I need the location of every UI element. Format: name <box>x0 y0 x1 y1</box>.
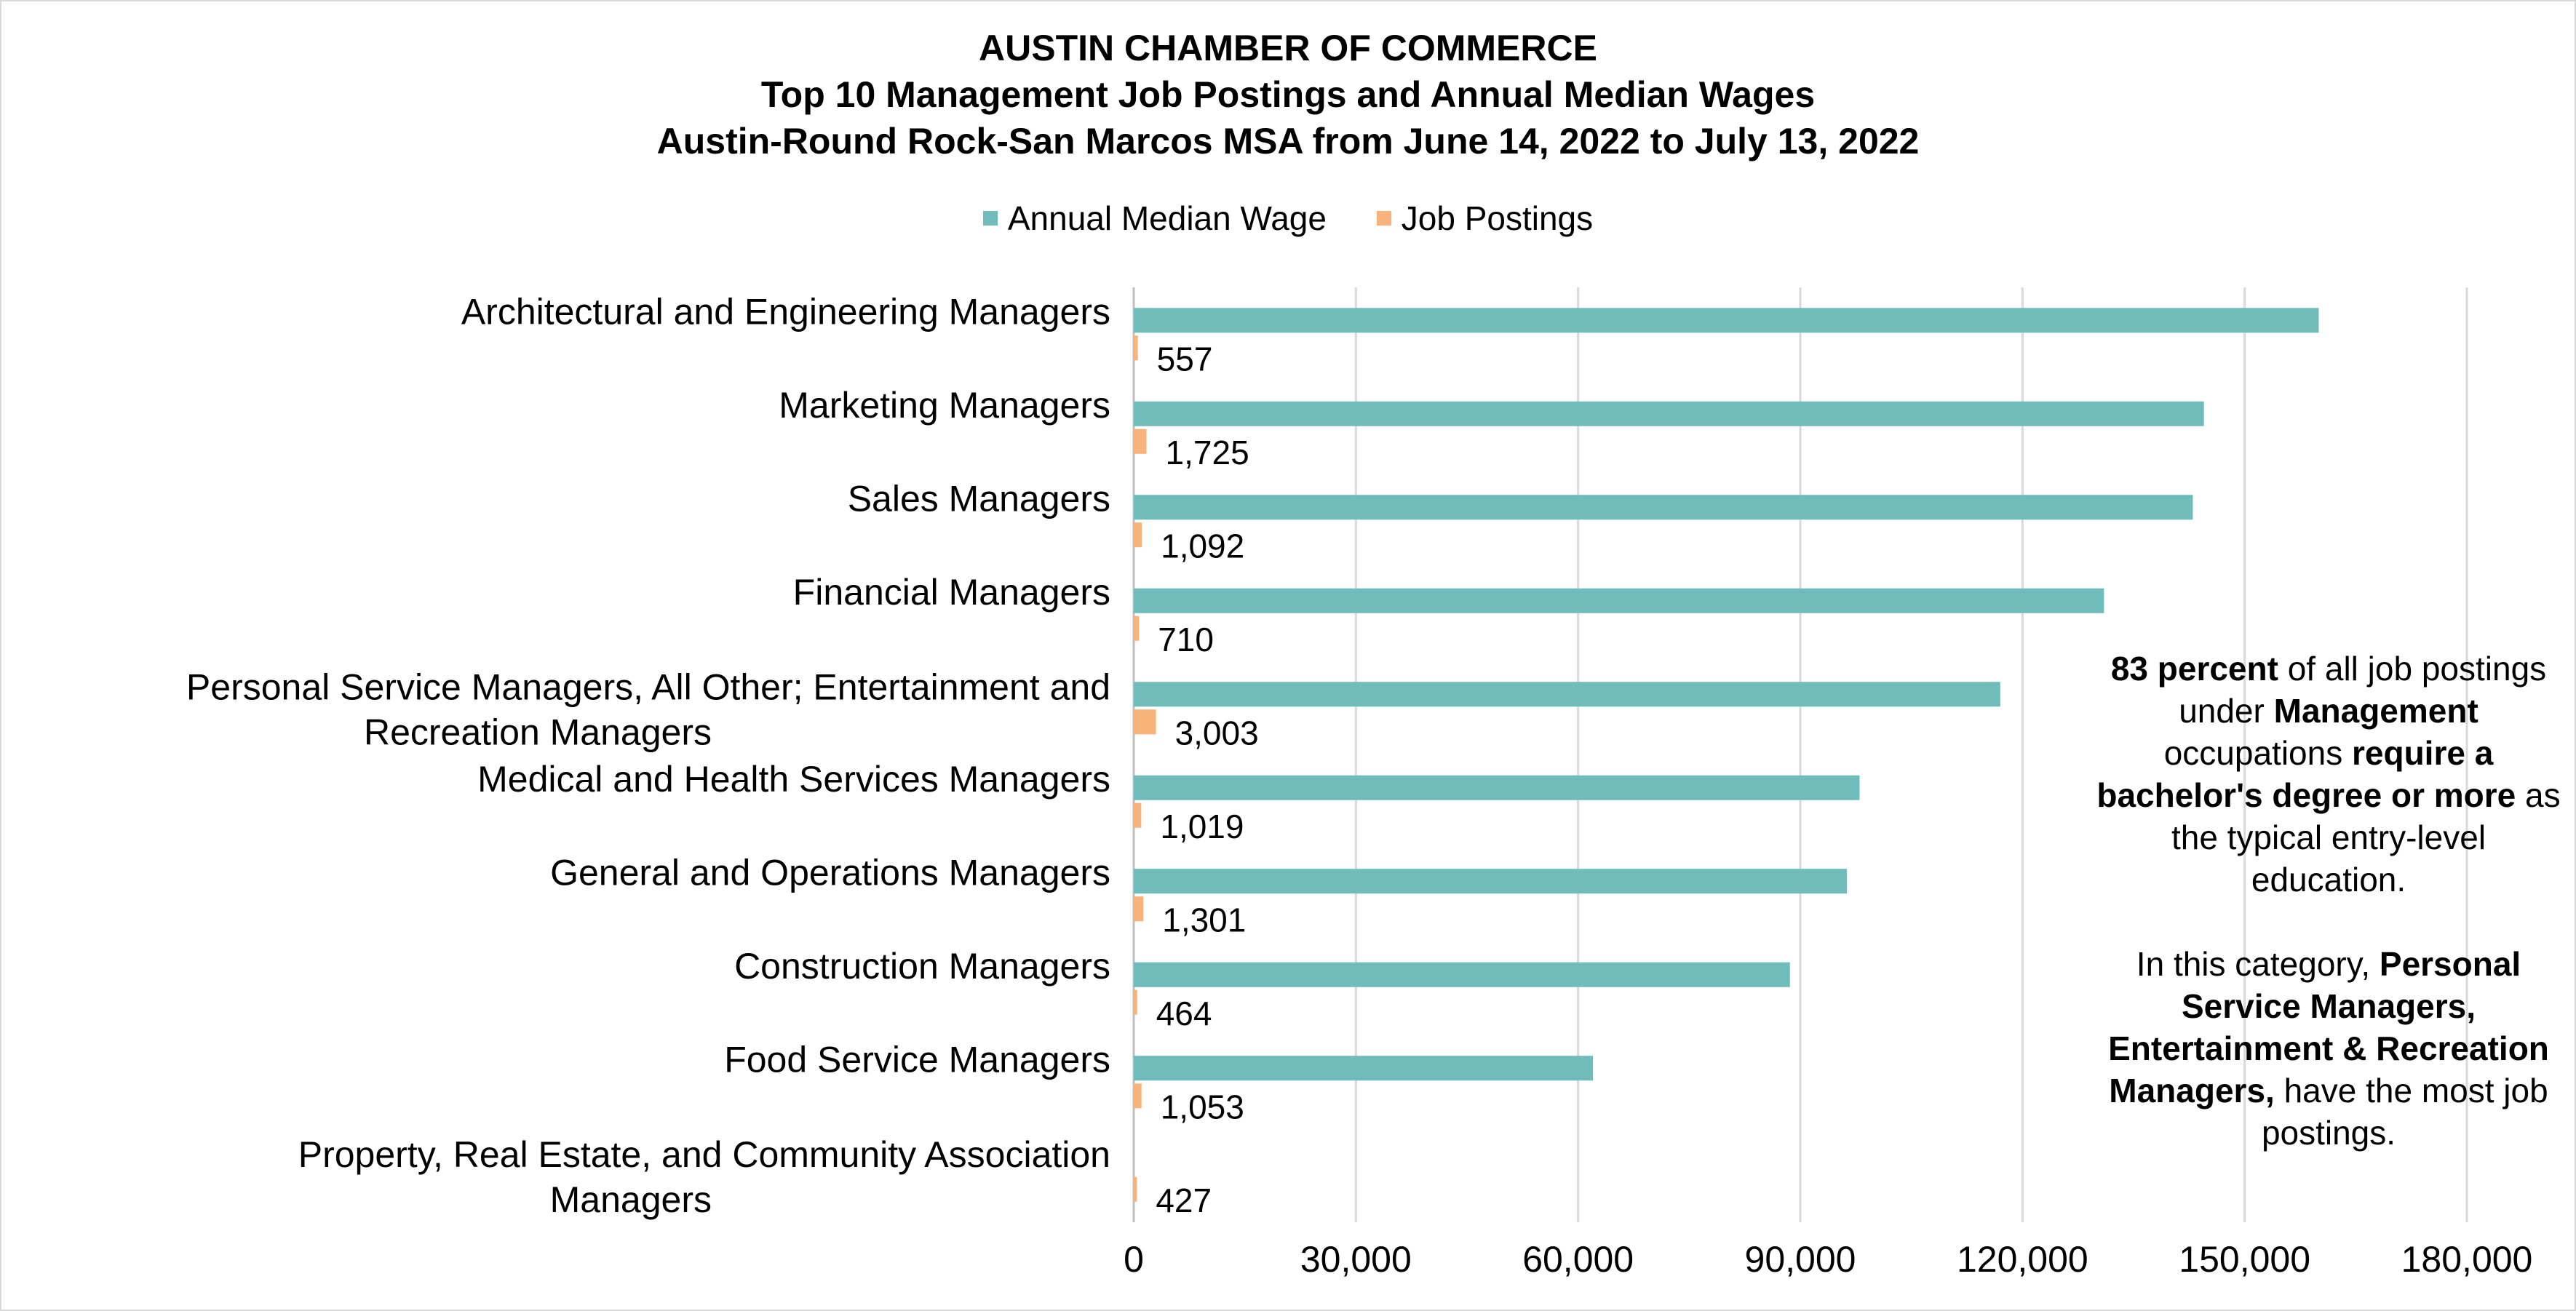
note-highlight-degree: require a bachelor's degree or more <box>2096 734 2516 814</box>
note-text: as the typical entry-level education. <box>2171 776 2561 898</box>
x-tick-label: 90,000 <box>1745 1239 1856 1280</box>
chart-title: AUSTIN CHAMBER OF COMMERCE <box>979 28 1597 68</box>
postings-data-label: 464 <box>1156 995 1212 1032</box>
wage-bar <box>1134 495 2193 520</box>
category-label: Medical and Health Services Managers <box>477 759 1110 800</box>
category-label: Architectural and Engineering Managers <box>461 291 1110 332</box>
postings-data-label: 710 <box>1158 621 1214 658</box>
note-text: have the most job postings. <box>2261 1072 2548 1152</box>
note-paragraph-1: 83 percent of all job postings under Man… <box>2096 647 2561 901</box>
wage-bar <box>1134 775 1860 800</box>
legend-item-postings: Job Postings <box>1376 196 1594 240</box>
postings-bar <box>1134 896 1144 922</box>
postings-bar <box>1134 802 1142 828</box>
category-label: Personal Service Managers, All Other; En… <box>186 666 1110 752</box>
postings-bar <box>1134 1083 1142 1109</box>
postings-data-label: 1,019 <box>1160 808 1244 845</box>
chart-subtitle: Top 10 Management Job Postings and Annua… <box>760 74 1816 115</box>
legend-swatch-postings <box>1376 210 1391 226</box>
postings-data-label: 1,053 <box>1161 1088 1244 1125</box>
postings-bar <box>1134 709 1156 735</box>
wage-bar <box>1134 1056 1594 1081</box>
note-highlight-category: Personal Service Managers, Entertainment… <box>2108 945 2549 1109</box>
x-tick-label: 30,000 <box>1300 1239 1412 1280</box>
legend-swatch-wage <box>982 210 998 226</box>
note-text: occupations <box>2163 734 2352 772</box>
legend-label-wage: Annual Median Wage <box>1007 199 1327 237</box>
note-text: In this category, <box>2136 945 2380 983</box>
postings-data-label: 427 <box>1156 1182 1212 1219</box>
category-label: Construction Managers <box>734 946 1110 987</box>
x-tick-label: 120,000 <box>1957 1239 2088 1280</box>
wage-bar <box>1134 588 2104 613</box>
wage-bar <box>1134 682 2000 707</box>
wage-bar <box>1134 962 1790 987</box>
note-paragraph-2: In this category, Personal Service Manag… <box>2096 943 2561 1154</box>
note-text: of all job postings under <box>2179 650 2547 730</box>
postings-data-label: 3,003 <box>1175 714 1259 752</box>
postings-data-label: 1,301 <box>1162 901 1246 939</box>
postings-data-label: 557 <box>1157 340 1213 378</box>
postings-bar <box>1134 989 1137 1015</box>
legend-item-wage: Annual Median Wage <box>982 196 1327 240</box>
postings-bar <box>1134 335 1138 361</box>
annotation-note: 83 percent of all job postings under Man… <box>2096 647 2561 1196</box>
wage-bar <box>1134 869 1848 894</box>
category-label: Property, Real Estate, and Community Ass… <box>298 1134 1110 1220</box>
legend-label-postings: Job Postings <box>1401 199 1594 237</box>
category-label: General and Operations Managers <box>550 852 1110 893</box>
postings-bar <box>1134 429 1147 454</box>
x-tick-label: 60,000 <box>1522 1239 1634 1280</box>
x-tick-label: 180,000 <box>2401 1239 2533 1280</box>
postings-bar <box>1134 1176 1137 1202</box>
x-tick-label: 0 <box>1124 1239 1144 1280</box>
chart-legend: Annual Median Wage Job Postings <box>0 196 2576 240</box>
note-highlight-management: Management <box>2273 692 2478 730</box>
category-label: Financial Managers <box>793 572 1110 613</box>
wage-bar <box>1134 401 2204 426</box>
postings-data-label: 1,725 <box>1166 434 1249 471</box>
postings-data-label: 1,092 <box>1161 527 1244 565</box>
category-label: Sales Managers <box>848 478 1110 519</box>
wage-bar <box>1134 308 2319 333</box>
note-highlight-percent: 83 percent <box>2110 650 2278 688</box>
postings-bar <box>1134 522 1142 548</box>
category-label: Food Service Managers <box>724 1039 1110 1080</box>
category-label: Marketing Managers <box>779 385 1110 426</box>
postings-bar <box>1134 615 1140 641</box>
x-tick-label: 150,000 <box>2179 1239 2310 1280</box>
chart-subtitle-date-range: Austin-Round Rock-San Marcos MSA from Ju… <box>656 121 1920 162</box>
